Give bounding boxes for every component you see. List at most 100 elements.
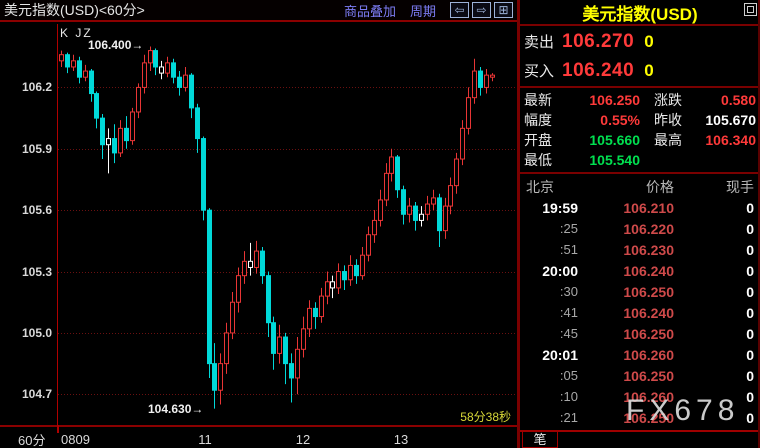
panel-footer: 笔 [520, 430, 758, 448]
time-axis: 0809 11 12 13 [0, 425, 517, 448]
stat-row: 最新 106.250 涨跌 0.580 [520, 90, 758, 110]
tick-price: 106.220 [623, 220, 674, 237]
tick-row: :10 106.260 0 [520, 386, 758, 407]
quote-panel-header: 美元指数(USD) [520, 0, 758, 26]
quote-size: 0 [644, 60, 654, 80]
period-label: 60分 [18, 433, 46, 448]
panel-divider [517, 0, 520, 448]
tick-row: :41 106.240 0 [520, 302, 758, 323]
tick-time: :51 [559, 242, 578, 257]
tick-volume: 0 [746, 304, 754, 321]
tick-row: :05 106.250 0 [520, 365, 758, 386]
overlay-menu-item[interactable]: 商品叠加 [343, 3, 396, 19]
stat-row: 最低 105.540 [520, 150, 758, 170]
low-annotation: 104.630→ [148, 402, 204, 416]
tick-price: 106.240 [623, 304, 674, 321]
tick-time: :10 [559, 389, 578, 404]
stat-label: 幅度 [524, 112, 552, 128]
stat-label: 最新 [524, 92, 552, 108]
col-volume: 现手 [726, 178, 754, 195]
daily-stats-block: 最新 106.250 涨跌 0.580 幅度 0.55% 昨收 105.670 开盘 105.66… [520, 88, 758, 174]
tick-time: :45 [559, 326, 578, 341]
tick-price: 106.260 [623, 346, 674, 363]
stat-row: 幅度 0.55% 昨收 105.670 [520, 110, 758, 130]
quote-value: 106.240 [562, 59, 635, 81]
tick-time: 20:01 [542, 346, 578, 363]
instrument-name: 美元指数(USD) [582, 4, 698, 24]
tick-volume: 0 [746, 262, 754, 279]
stat-value: 106.340 [705, 132, 756, 148]
tick-volume: 0 [746, 199, 754, 216]
time-tick-label: 12 [295, 432, 311, 447]
tick-price: 106.260 [623, 388, 674, 405]
stat-value: 105.670 [705, 112, 756, 128]
stat-label: 开盘 [524, 132, 552, 148]
tick-row: :45 106.250 0 [520, 323, 758, 344]
stat-value: 105.540 [589, 152, 640, 168]
tick-row: :51 106.230 0 [520, 239, 758, 260]
price-tick-label: 105.9 [21, 141, 52, 156]
tick-price: 106.250 [623, 325, 674, 342]
quote-size: 0 [644, 31, 654, 51]
tick-time: :30 [559, 284, 578, 299]
stat-value: 0.55% [600, 112, 640, 128]
time-tick-label: 11 [198, 432, 212, 447]
time-tick-label: 13 [393, 432, 409, 447]
col-time: 北京 [526, 178, 554, 195]
forward-arrow-icon[interactable]: ⇨ [472, 2, 491, 18]
quote-panel: 美元指数(USD) 卖出 106.270 0 买入 106.240 0 最新 106.250… [520, 0, 758, 448]
candlestick-plot[interactable] [57, 24, 517, 425]
bar-countdown: 58分38秒 [460, 410, 511, 424]
tick-price: 106.230 [623, 241, 674, 258]
time-tick-label: 0809 [61, 432, 90, 447]
stat-label: 最低 [524, 152, 552, 168]
stat-label: 涨跌 [654, 92, 682, 108]
quote-label: 卖出 [524, 34, 555, 51]
tick-row: 19:59 106.210 0 [520, 197, 758, 218]
tick-list-header: 北京 价格 现手 [520, 176, 758, 197]
tick-row: 20:01 106.260 0 [520, 344, 758, 365]
stat-row: 开盘 105.660 最高 106.340 [520, 130, 758, 150]
tick-time: :05 [559, 368, 578, 383]
stat-value: 0.580 [720, 92, 756, 108]
quote-value: 106.270 [562, 30, 635, 52]
price-tick-label: 105.3 [21, 264, 52, 279]
chart-title: 美元指数(USD)<60分> [4, 2, 145, 18]
quote-row: 卖出 106.270 0 [520, 27, 758, 56]
tick-row: 20:00 106.240 0 [520, 260, 758, 281]
back-arrow-icon[interactable]: ⇦ [450, 2, 469, 18]
tick-row: :25 106.220 0 [520, 218, 758, 239]
tick-row: :30 106.250 0 [520, 281, 758, 302]
tick-time: 20:00 [542, 262, 578, 279]
chart-region: 106.2 105.9 105.6 105.3 105.0 104.7 K JZ 106.… [0, 24, 517, 448]
stat-value: 106.250 [589, 92, 640, 108]
col-price: 价格 [646, 178, 674, 195]
tick-volume: 0 [746, 241, 754, 258]
tick-volume: 0 [746, 325, 754, 342]
axis-corner-tick [57, 425, 59, 433]
tick-price: 106.250 [623, 409, 674, 426]
tick-volume: 0 [746, 220, 754, 237]
tick-volume: 0 [746, 409, 754, 426]
price-tick-label: 106.2 [21, 80, 52, 95]
split-layout-icon[interactable]: ⊞ [494, 2, 513, 18]
quote-label: 买入 [524, 63, 555, 80]
period-menu-item[interactable]: 周期 [409, 3, 436, 19]
price-tick-label: 105.6 [21, 203, 52, 218]
price-tick-label: 104.7 [21, 387, 52, 402]
quote-row: 买入 106.240 0 [520, 56, 758, 85]
tick-time: 19:59 [542, 199, 578, 216]
restore-window-icon[interactable] [744, 3, 757, 16]
high-annotation: 106.400→ [88, 38, 144, 52]
tick-volume: 0 [746, 388, 754, 405]
tick-volume: 0 [746, 283, 754, 300]
tick-list: 北京 价格 现手 19:59 106.210 0:25 106.220 0:51 106.… [520, 174, 758, 428]
stat-label: 最高 [654, 132, 682, 148]
tab-tick-by-tick[interactable]: 笔 [522, 432, 558, 448]
tick-price: 106.250 [623, 283, 674, 300]
tick-time: :41 [559, 305, 578, 320]
indicator-label: K JZ [60, 26, 93, 40]
tick-time: :21 [559, 410, 578, 425]
tick-volume: 0 [746, 346, 754, 363]
